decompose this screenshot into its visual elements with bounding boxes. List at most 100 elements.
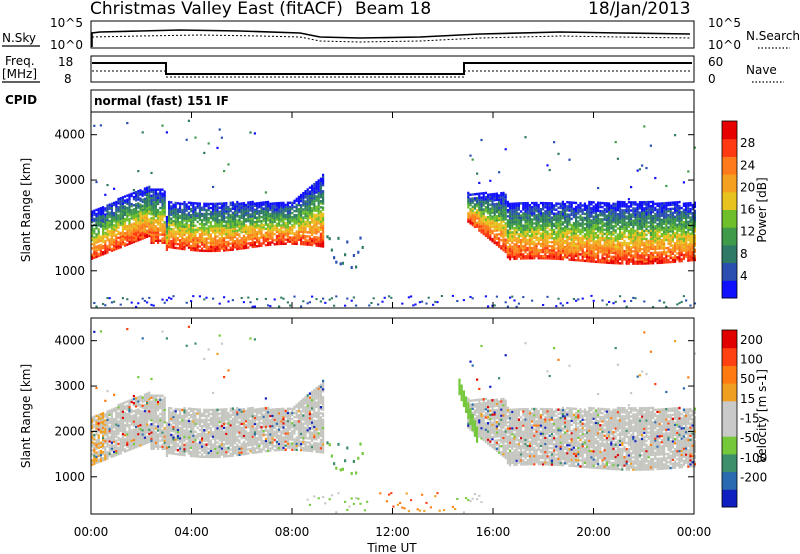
power-cell [161,219,164,222]
power-cell [544,216,547,219]
power-cell [592,258,595,261]
power-cell [601,232,604,235]
power-cell [102,210,105,213]
power-cell [185,240,188,243]
power-cell [418,301,421,304]
power-cell [555,233,558,236]
power-cell [548,253,551,256]
power-cell [535,234,538,237]
power-cell [275,216,278,219]
power-cell [214,247,217,251]
power-cell [258,242,261,246]
power-cell [251,223,254,226]
power-cell [643,254,646,257]
power-cell [645,243,648,247]
power-cell [621,235,624,239]
power-cell [91,224,94,228]
power-cell [143,197,146,201]
power-cell [502,246,505,250]
power-cell [502,199,505,203]
power-cell [577,252,580,256]
power-cell [132,224,135,227]
power-cell [106,224,109,228]
power-cell [654,218,657,222]
power-cell [132,234,135,238]
power-cell [141,214,144,218]
power-cell [469,209,472,213]
power-cell [317,220,320,223]
power-cell [293,236,296,239]
power-cell [469,154,472,157]
power-cell [614,259,617,263]
power-cell [636,239,639,243]
power-cell [601,238,604,242]
power-cell [194,214,197,217]
power-cell [592,254,595,257]
power-cell [247,201,250,204]
power-cell [685,232,688,236]
power-cell [319,236,322,240]
power-cell [682,233,685,236]
power-cell [139,209,142,213]
power-cell [559,253,562,257]
power-cell [315,207,318,211]
power-cell [146,219,149,222]
power-cell [506,255,509,259]
power-cell [616,219,619,222]
power-cell [630,256,633,259]
power-cell [205,227,208,230]
power-cell [273,218,276,221]
power-cell [165,238,168,241]
power-cell [531,228,534,231]
power-cell [671,236,674,239]
power-cell [632,296,635,299]
power-cell [286,201,289,205]
power-cell [555,247,558,250]
power-cell [682,220,685,224]
power-cell [627,258,630,261]
power-cell [172,228,175,231]
power-cell [93,248,96,251]
power-cell [647,239,650,243]
power-cell [663,238,666,242]
power-cell [267,200,270,204]
power-cell [537,218,540,221]
power-cell [597,215,600,219]
power-cell [205,212,208,216]
power-cell [139,238,142,241]
power-cell [526,222,529,225]
power-cell [306,216,309,220]
power-cell [126,194,129,197]
power-cell [297,203,300,207]
power-cell [157,217,160,220]
power-cell [495,194,498,198]
power-cell [616,208,619,212]
power-cell [139,236,142,239]
power-cell [498,233,501,236]
power-cell [181,227,184,230]
power-cell [238,229,241,232]
power-cell [269,305,272,308]
power-cell [643,262,646,265]
power-cell [322,235,325,238]
power-cell [515,251,518,254]
power-cell [174,209,177,213]
power-cell [234,233,237,237]
power-cell [137,232,140,236]
power-cell [577,220,580,223]
power-cell [680,231,683,234]
power-cell [656,216,659,220]
power-cell [649,211,652,214]
power-cell [106,230,109,234]
power-cell [322,175,325,179]
power-cell [146,195,149,199]
power-cell [262,219,265,223]
power-cell [612,233,615,236]
power-cell [110,223,113,226]
power-cell [601,259,604,262]
power-cell [515,257,518,260]
power-cell [502,224,505,227]
power-cell [163,192,166,195]
power-cell [632,213,635,216]
power-cell [623,241,626,245]
